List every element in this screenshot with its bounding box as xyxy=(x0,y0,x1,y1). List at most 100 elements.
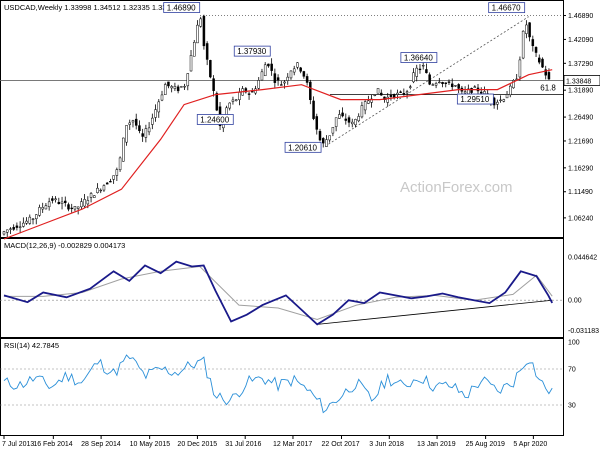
price-ytick-label: 1.21690 xyxy=(568,138,593,145)
candle-body xyxy=(289,70,293,79)
candle-body xyxy=(170,86,173,89)
x-axis-layer: 7 Jul 2013 16 Feb 2014 28 Sep 2014 10 May 2… xyxy=(2,436,547,448)
price-panel-frame xyxy=(0,0,564,238)
price-ytick-label: 1.46890 xyxy=(568,13,593,20)
macd-layer xyxy=(0,260,563,326)
candle-body xyxy=(363,101,367,111)
candle-body xyxy=(93,195,96,198)
candle-body xyxy=(357,116,360,122)
candle-body xyxy=(173,86,177,89)
candle-body xyxy=(518,59,522,78)
candle-body xyxy=(470,87,473,93)
candle-body xyxy=(147,127,151,133)
x-tick-label: 5 Apr 2020 xyxy=(513,441,547,448)
candle-body xyxy=(325,139,328,147)
x-tick-label: 16 Feb 2014 xyxy=(33,441,72,448)
candle-body xyxy=(96,187,99,193)
price-ytick-label: 1.31890 xyxy=(568,88,593,95)
candle-body xyxy=(276,77,280,81)
candle-body xyxy=(296,62,299,68)
candle-body xyxy=(496,101,499,105)
candle-body xyxy=(386,96,389,103)
candle-body xyxy=(186,73,190,87)
candle-body xyxy=(225,107,228,115)
x-tick-label: 25 Aug 2019 xyxy=(466,441,505,448)
candle-body xyxy=(128,122,132,125)
x-tick-label: 13 Jan 2019 xyxy=(417,441,456,448)
candle-body xyxy=(438,81,441,84)
annotation-box xyxy=(233,45,271,57)
watermark: ActionForex.com xyxy=(400,179,513,196)
candle-body xyxy=(67,204,70,210)
candle-body xyxy=(463,91,467,94)
candle-body xyxy=(73,206,77,210)
candle-body xyxy=(334,117,338,127)
candle-body xyxy=(25,220,28,224)
candle-body xyxy=(521,30,525,59)
rsi-ytick-label: 100 xyxy=(568,340,580,347)
annotation-box xyxy=(488,2,526,14)
candle-body xyxy=(412,72,415,83)
candle-body xyxy=(302,71,306,77)
candle-body xyxy=(350,121,354,125)
candle-body xyxy=(367,100,370,104)
candle-body xyxy=(425,69,428,74)
annotation-box xyxy=(456,93,494,105)
current-price-label: 1.33848 xyxy=(566,78,591,85)
candle-body xyxy=(309,81,312,100)
candle-body xyxy=(321,138,325,144)
price-layer: 1.46890 1.24600 1.37930 1.20610 1.36640 1.295… xyxy=(0,2,563,240)
candle-body xyxy=(312,100,315,119)
candle-body xyxy=(41,207,44,210)
rsi-layer xyxy=(0,354,563,414)
price-ytick-label: 1.42090 xyxy=(568,37,593,44)
candle-body xyxy=(354,119,357,126)
candle-body xyxy=(392,94,396,98)
candle-body xyxy=(154,109,157,118)
candle-body xyxy=(51,198,54,201)
x-tick-label: 22 Oct 2017 xyxy=(322,441,360,448)
candle-body xyxy=(2,231,6,235)
candle-body xyxy=(64,200,67,204)
candle-body xyxy=(202,15,206,47)
candle-body xyxy=(421,65,425,67)
candle-body xyxy=(251,91,254,93)
candle-body xyxy=(257,80,260,89)
candle-body xyxy=(402,93,406,95)
price-ytick-label: 1.16290 xyxy=(568,165,593,172)
candle-body xyxy=(86,200,90,205)
x-tick-label: 28 Sep 2014 xyxy=(81,441,121,448)
rsi-ytick-label: 30 xyxy=(568,403,576,410)
candle-body xyxy=(450,83,454,88)
candle-body xyxy=(238,92,241,100)
sma-line xyxy=(3,69,553,240)
candle-body xyxy=(231,99,235,102)
candle-body xyxy=(376,88,380,94)
candle-body xyxy=(263,64,267,77)
candle-body xyxy=(528,22,531,38)
price-title: USDCAD,Weekly 1.33998 1.34512 1.32335 1.… xyxy=(4,3,179,12)
candle-body xyxy=(70,207,73,210)
candle-body xyxy=(5,229,9,233)
rsi-title: RSI(14) 42.7845 xyxy=(4,341,59,350)
candle-body xyxy=(434,83,438,86)
candle-body xyxy=(454,85,457,87)
candle-body xyxy=(144,128,148,138)
candle-body xyxy=(479,91,483,94)
candle-body xyxy=(215,93,219,111)
macd-title: MACD(12,26,9) -0.002829 0.004173 xyxy=(4,241,125,250)
candle-body xyxy=(83,199,86,207)
annotation-label: 1.46670 xyxy=(492,4,521,13)
candle-body xyxy=(157,101,161,113)
candle-body xyxy=(247,93,251,95)
candle-body xyxy=(483,91,486,94)
candle-body xyxy=(31,218,35,221)
annotation-label: 1.36640 xyxy=(404,54,433,63)
candle-body xyxy=(122,137,125,162)
candle-body xyxy=(105,182,109,185)
candle-body xyxy=(167,81,170,87)
price-ytick-label: 1.26490 xyxy=(568,115,593,122)
macd-panel-frame xyxy=(0,238,564,338)
candle-body xyxy=(415,67,418,77)
candle-body xyxy=(428,74,431,85)
